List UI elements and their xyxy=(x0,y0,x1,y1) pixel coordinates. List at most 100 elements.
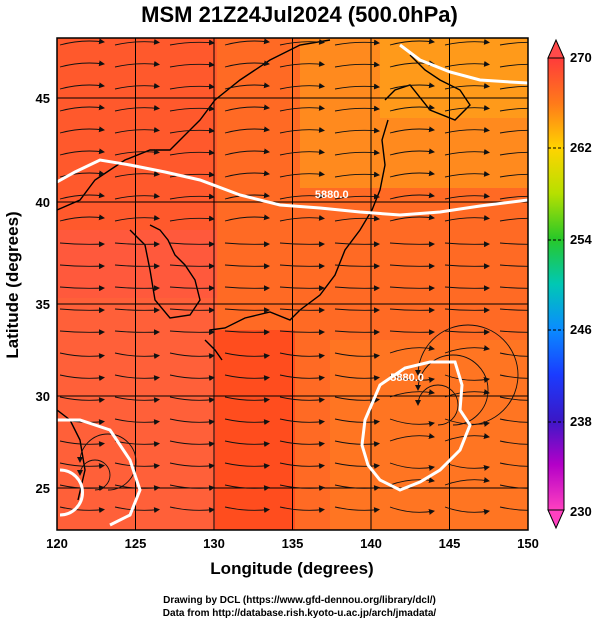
colorbar: 270 262 254 246 238 230 xyxy=(547,38,592,530)
streamline xyxy=(499,352,528,357)
streamline xyxy=(169,440,215,448)
streamline xyxy=(114,60,160,68)
streamline xyxy=(334,193,380,200)
streamline xyxy=(59,374,105,382)
streamline-swirl xyxy=(77,433,137,491)
streamline xyxy=(499,63,528,68)
streamline xyxy=(224,352,270,360)
streamline xyxy=(59,241,105,248)
streamline xyxy=(389,170,435,178)
streamline xyxy=(389,506,435,515)
streamline xyxy=(334,171,380,178)
streamline xyxy=(444,192,490,200)
streamline xyxy=(224,104,270,112)
streamline xyxy=(444,506,490,515)
streamline xyxy=(444,60,490,68)
streamline xyxy=(444,477,490,486)
streamline xyxy=(279,263,325,270)
streamline xyxy=(334,484,380,492)
streamline xyxy=(114,462,160,470)
streamline xyxy=(114,285,160,292)
streamline xyxy=(169,352,215,360)
streamline xyxy=(279,38,325,46)
streamline xyxy=(499,173,528,178)
streamline xyxy=(59,192,105,200)
streamline xyxy=(444,170,490,178)
streamline xyxy=(59,170,105,178)
streamline xyxy=(169,307,215,314)
streamline xyxy=(389,263,435,270)
streamline xyxy=(334,83,380,90)
streamline xyxy=(334,396,380,404)
streamline xyxy=(279,82,325,90)
streamline xyxy=(499,195,528,200)
streamline xyxy=(389,285,435,292)
streamline xyxy=(444,38,490,46)
streamline xyxy=(59,126,105,134)
streamline xyxy=(114,352,160,360)
y-tick-label: 25 xyxy=(36,481,50,496)
streamline xyxy=(444,418,490,427)
streamline xyxy=(224,506,270,514)
streamline xyxy=(279,352,325,360)
streamline xyxy=(499,41,528,46)
streamline xyxy=(224,170,270,178)
streamline xyxy=(59,462,105,470)
streamline xyxy=(59,506,105,514)
streamline xyxy=(59,214,105,222)
streamline xyxy=(169,374,215,382)
y-tick-label: 45 xyxy=(36,91,50,106)
streamline xyxy=(279,214,325,222)
streamline xyxy=(389,329,435,336)
streamline xyxy=(224,396,270,404)
streamline xyxy=(499,374,528,379)
streamline xyxy=(334,127,380,134)
streamline xyxy=(334,285,380,292)
credit-data-source: Data from http://database.rish.kyoto-u.a… xyxy=(162,608,437,619)
credit-drawing: Drawing by DCL (https://www.gfd-dennou.o… xyxy=(163,595,436,606)
x-tick-label: 135 xyxy=(282,536,304,551)
streamline xyxy=(114,374,160,382)
colorbar-tick-label: 262 xyxy=(570,140,592,155)
y-tick-label: 35 xyxy=(36,297,50,312)
streamline xyxy=(279,307,325,314)
streamline xyxy=(499,440,528,445)
streamline xyxy=(59,82,105,90)
contour-line-north xyxy=(57,158,528,217)
streamline xyxy=(169,61,215,68)
streamline xyxy=(334,149,380,156)
streamline xyxy=(499,264,528,267)
streamline xyxy=(169,418,215,426)
streamline xyxy=(279,462,325,470)
streamline xyxy=(279,60,325,68)
streamline xyxy=(59,104,105,112)
streamline xyxy=(389,148,435,156)
streamline xyxy=(499,462,528,467)
streamline xyxy=(59,263,105,270)
streamline xyxy=(224,484,270,492)
streamline-swirl xyxy=(77,459,111,491)
streamline xyxy=(114,38,160,46)
streamline xyxy=(279,440,325,448)
streamline xyxy=(59,148,105,156)
streamline xyxy=(499,308,528,311)
streamline xyxy=(114,484,160,492)
colorbar-tick-label: 270 xyxy=(570,50,592,65)
streamline xyxy=(169,484,215,492)
colorbar-min-arrow xyxy=(547,509,565,530)
x-tick-label: 145 xyxy=(439,536,461,551)
streamline xyxy=(279,396,325,404)
streamline xyxy=(389,126,435,134)
streamline xyxy=(334,263,380,270)
streamline xyxy=(224,285,270,292)
streamline xyxy=(169,127,215,134)
streamline xyxy=(334,307,380,314)
streamline xyxy=(334,329,380,336)
x-axis-title: Longitude (degrees) xyxy=(210,559,373,578)
plot-frame xyxy=(56,37,529,531)
streamline xyxy=(389,38,435,46)
streamline xyxy=(499,151,528,156)
streamline xyxy=(444,263,490,270)
streamline xyxy=(444,307,490,314)
streamline xyxy=(114,192,160,200)
